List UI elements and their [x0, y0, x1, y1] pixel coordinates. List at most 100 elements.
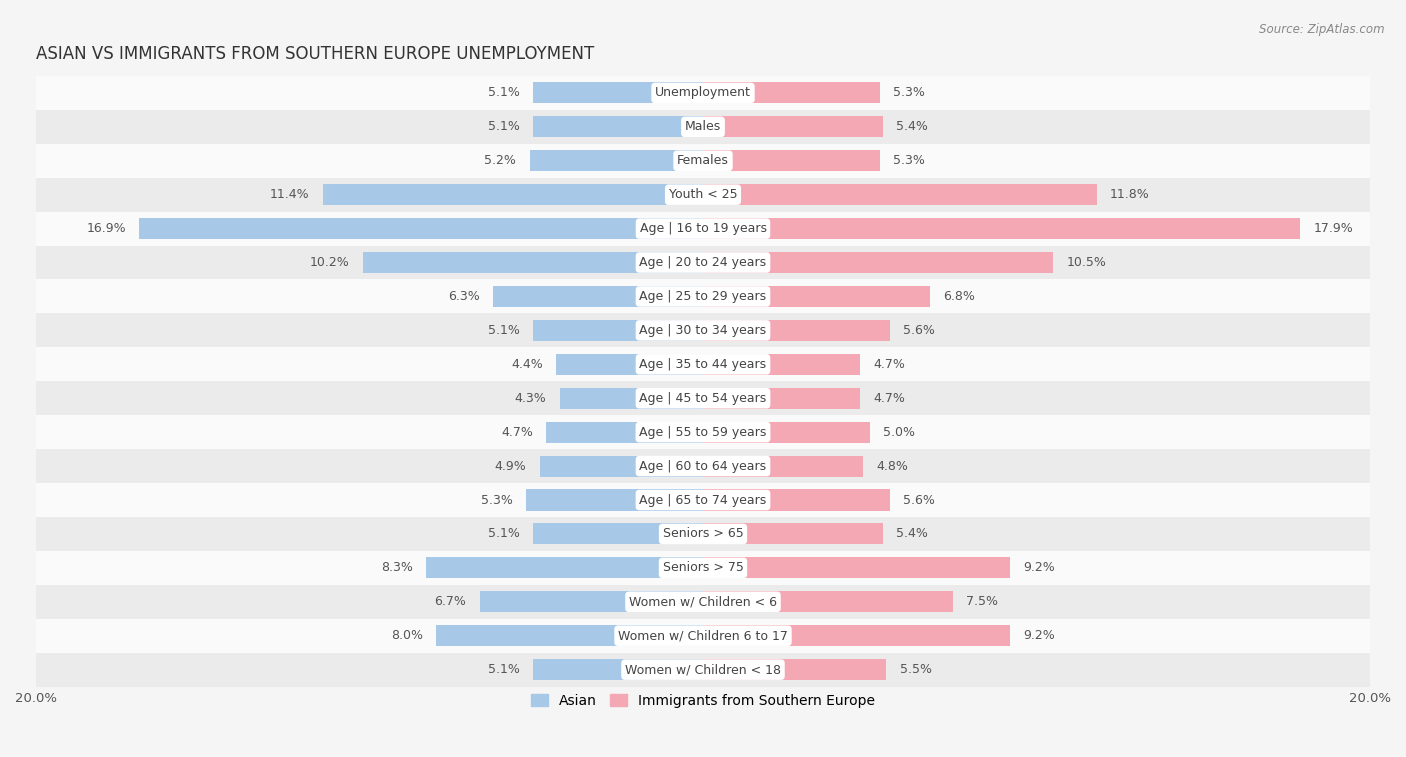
- Text: 5.3%: 5.3%: [481, 494, 513, 506]
- Text: 5.1%: 5.1%: [488, 120, 520, 133]
- Bar: [37, 618, 1369, 653]
- Text: 5.1%: 5.1%: [488, 528, 520, 540]
- Bar: [323, 184, 703, 205]
- Text: Age | 25 to 29 years: Age | 25 to 29 years: [640, 290, 766, 303]
- Text: Age | 65 to 74 years: Age | 65 to 74 years: [640, 494, 766, 506]
- Bar: [703, 184, 1097, 205]
- Bar: [547, 422, 703, 443]
- Text: Women w/ Children < 6: Women w/ Children < 6: [628, 595, 778, 609]
- Text: 9.2%: 9.2%: [1024, 629, 1054, 642]
- Bar: [530, 150, 703, 171]
- Text: 11.4%: 11.4%: [270, 188, 309, 201]
- Text: Women w/ Children < 18: Women w/ Children < 18: [626, 663, 780, 676]
- Text: Age | 16 to 19 years: Age | 16 to 19 years: [640, 222, 766, 235]
- Bar: [703, 286, 929, 307]
- Bar: [703, 83, 880, 104]
- Bar: [37, 653, 1369, 687]
- Bar: [703, 388, 859, 409]
- Bar: [703, 659, 886, 680]
- Bar: [436, 625, 703, 646]
- Bar: [703, 523, 883, 544]
- Text: 5.6%: 5.6%: [903, 324, 935, 337]
- Text: Seniors > 75: Seniors > 75: [662, 562, 744, 575]
- Text: 10.5%: 10.5%: [1067, 256, 1107, 269]
- Bar: [526, 490, 703, 510]
- Bar: [37, 313, 1369, 347]
- Bar: [703, 625, 1010, 646]
- Bar: [703, 456, 863, 477]
- Text: 4.7%: 4.7%: [873, 358, 905, 371]
- Bar: [703, 557, 1010, 578]
- Bar: [37, 76, 1369, 110]
- Bar: [703, 150, 880, 171]
- Bar: [37, 212, 1369, 245]
- Bar: [37, 449, 1369, 483]
- Text: 5.0%: 5.0%: [883, 425, 915, 438]
- Text: 5.6%: 5.6%: [903, 494, 935, 506]
- Text: ASIAN VS IMMIGRANTS FROM SOUTHERN EUROPE UNEMPLOYMENT: ASIAN VS IMMIGRANTS FROM SOUTHERN EUROPE…: [37, 45, 595, 64]
- Text: 5.3%: 5.3%: [893, 154, 925, 167]
- Text: Age | 60 to 64 years: Age | 60 to 64 years: [640, 459, 766, 472]
- Text: Age | 45 to 54 years: Age | 45 to 54 years: [640, 391, 766, 405]
- Bar: [37, 382, 1369, 415]
- Bar: [703, 422, 870, 443]
- Text: 4.8%: 4.8%: [876, 459, 908, 472]
- Text: 5.2%: 5.2%: [484, 154, 516, 167]
- Bar: [37, 551, 1369, 585]
- Text: 4.3%: 4.3%: [515, 391, 547, 405]
- Text: 4.9%: 4.9%: [495, 459, 526, 472]
- Text: Seniors > 65: Seniors > 65: [662, 528, 744, 540]
- Text: 16.9%: 16.9%: [86, 222, 127, 235]
- Bar: [37, 415, 1369, 449]
- Legend: Asian, Immigrants from Southern Europe: Asian, Immigrants from Southern Europe: [526, 688, 880, 713]
- Bar: [37, 110, 1369, 144]
- Bar: [533, 659, 703, 680]
- Text: 9.2%: 9.2%: [1024, 562, 1054, 575]
- Bar: [703, 117, 883, 137]
- Text: 5.5%: 5.5%: [900, 663, 932, 676]
- Bar: [703, 490, 890, 510]
- Bar: [37, 178, 1369, 212]
- Bar: [703, 354, 859, 375]
- Bar: [533, 320, 703, 341]
- Text: 8.0%: 8.0%: [391, 629, 423, 642]
- Bar: [703, 252, 1053, 273]
- Bar: [533, 523, 703, 544]
- Text: 10.2%: 10.2%: [309, 256, 350, 269]
- Text: 5.1%: 5.1%: [488, 324, 520, 337]
- Bar: [37, 279, 1369, 313]
- Text: Unemployment: Unemployment: [655, 86, 751, 99]
- Text: Age | 35 to 44 years: Age | 35 to 44 years: [640, 358, 766, 371]
- Text: 5.4%: 5.4%: [897, 528, 928, 540]
- Bar: [37, 585, 1369, 618]
- Bar: [533, 83, 703, 104]
- Bar: [37, 144, 1369, 178]
- Text: 5.1%: 5.1%: [488, 663, 520, 676]
- Text: Youth < 25: Youth < 25: [669, 188, 737, 201]
- Text: 5.3%: 5.3%: [893, 86, 925, 99]
- Text: 11.8%: 11.8%: [1109, 188, 1150, 201]
- Text: 7.5%: 7.5%: [966, 595, 998, 609]
- Text: Source: ZipAtlas.com: Source: ZipAtlas.com: [1260, 23, 1385, 36]
- Text: 4.7%: 4.7%: [873, 391, 905, 405]
- Text: 8.3%: 8.3%: [381, 562, 413, 575]
- Bar: [703, 218, 1301, 239]
- Bar: [426, 557, 703, 578]
- Bar: [703, 591, 953, 612]
- Text: 5.1%: 5.1%: [488, 86, 520, 99]
- Bar: [494, 286, 703, 307]
- Bar: [479, 591, 703, 612]
- Bar: [363, 252, 703, 273]
- Bar: [540, 456, 703, 477]
- Text: 17.9%: 17.9%: [1313, 222, 1353, 235]
- Bar: [37, 347, 1369, 382]
- Bar: [557, 354, 703, 375]
- Text: Males: Males: [685, 120, 721, 133]
- Text: 4.4%: 4.4%: [512, 358, 543, 371]
- Text: Age | 20 to 24 years: Age | 20 to 24 years: [640, 256, 766, 269]
- Text: Women w/ Children 6 to 17: Women w/ Children 6 to 17: [619, 629, 787, 642]
- Text: Age | 30 to 34 years: Age | 30 to 34 years: [640, 324, 766, 337]
- Bar: [37, 245, 1369, 279]
- Text: 6.7%: 6.7%: [434, 595, 467, 609]
- Bar: [37, 517, 1369, 551]
